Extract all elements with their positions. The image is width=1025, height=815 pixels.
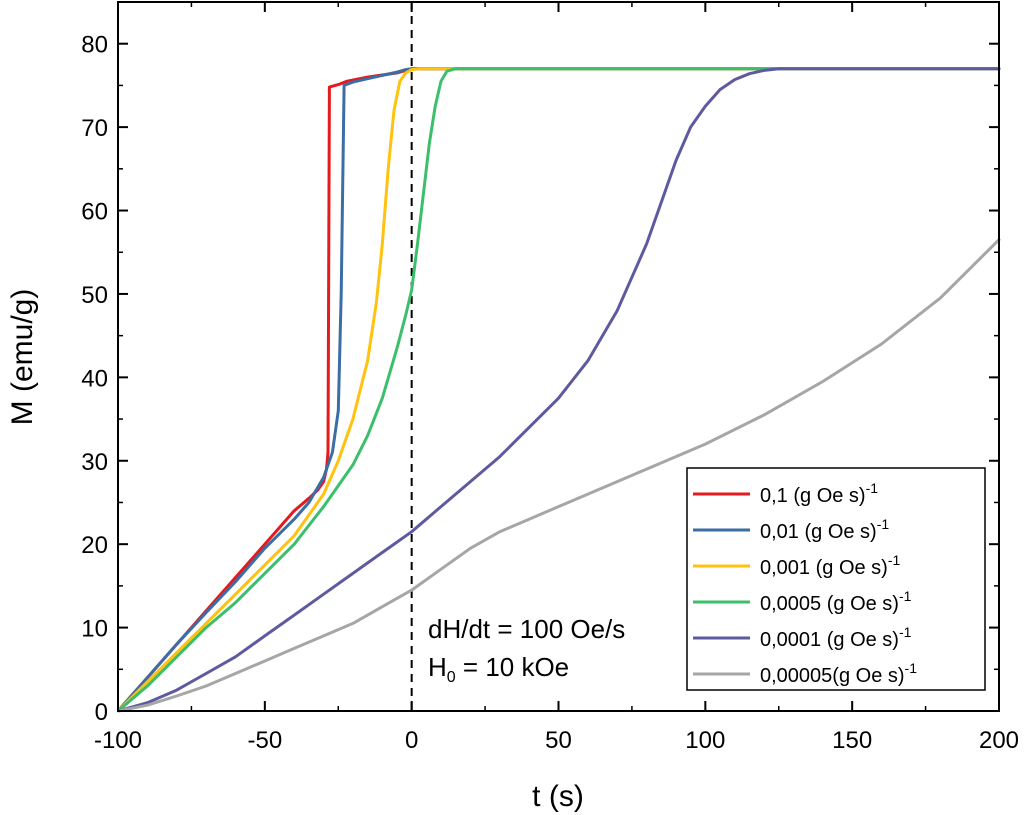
x-tick-label: 100 bbox=[685, 727, 725, 754]
annotation-field-sub: 0 bbox=[447, 669, 456, 686]
y-tick-label: 20 bbox=[81, 532, 108, 559]
y-tick-label: 40 bbox=[81, 365, 108, 392]
y-axis-title: M (emu/g) bbox=[6, 289, 39, 426]
x-tick-label: 150 bbox=[832, 727, 872, 754]
legend-label-1: 0,01 (g Oe s)-1 bbox=[760, 516, 889, 543]
annotation-box: dH/dt = 100 Oe/s H0 = 10 kOe bbox=[428, 614, 625, 686]
legend-label-5: 0,00005(g Oe s)-1 bbox=[760, 660, 917, 687]
legend-label-4: 0,0001 (g Oe s)-1 bbox=[760, 624, 912, 651]
legend-label-2: 0,001 (g Oe s)-1 bbox=[760, 552, 901, 579]
y-tick-label: 70 bbox=[81, 115, 108, 142]
legend-box bbox=[686, 467, 986, 691]
x-tick-label: 50 bbox=[545, 727, 572, 754]
y-tick-label: 0 bbox=[95, 699, 108, 726]
y-tick-label: 50 bbox=[81, 282, 108, 309]
annotation-field: H0 = 10 kOe bbox=[428, 652, 569, 686]
y-tick-label: 60 bbox=[81, 199, 108, 226]
legend: 0,1 (g Oe s)-1 0,01 (g Oe s)-1 0,001 (g Oe… bbox=[686, 467, 986, 691]
y-tick-label: 80 bbox=[81, 32, 108, 59]
legend-label-3: 0,0005 (g Oe s)-1 bbox=[760, 588, 912, 615]
annotation-rate: dH/dt = 100 Oe/s bbox=[428, 614, 625, 644]
x-axis-title: t (s) bbox=[532, 780, 584, 813]
legend-label-0: 0,1 (g Oe s)-1 bbox=[760, 480, 878, 507]
series-line-3 bbox=[118, 67, 1001, 713]
x-tick-label: 200 bbox=[979, 727, 1019, 754]
y-tick-label: 30 bbox=[81, 449, 108, 476]
x-tick-label: -100 bbox=[94, 727, 142, 754]
series-line-5 bbox=[118, 238, 1001, 713]
x-tick-label: 0 bbox=[405, 727, 418, 754]
series-line-4 bbox=[118, 67, 1001, 713]
y-tick-label: 10 bbox=[81, 616, 108, 643]
x-tick-label: -50 bbox=[247, 727, 282, 754]
